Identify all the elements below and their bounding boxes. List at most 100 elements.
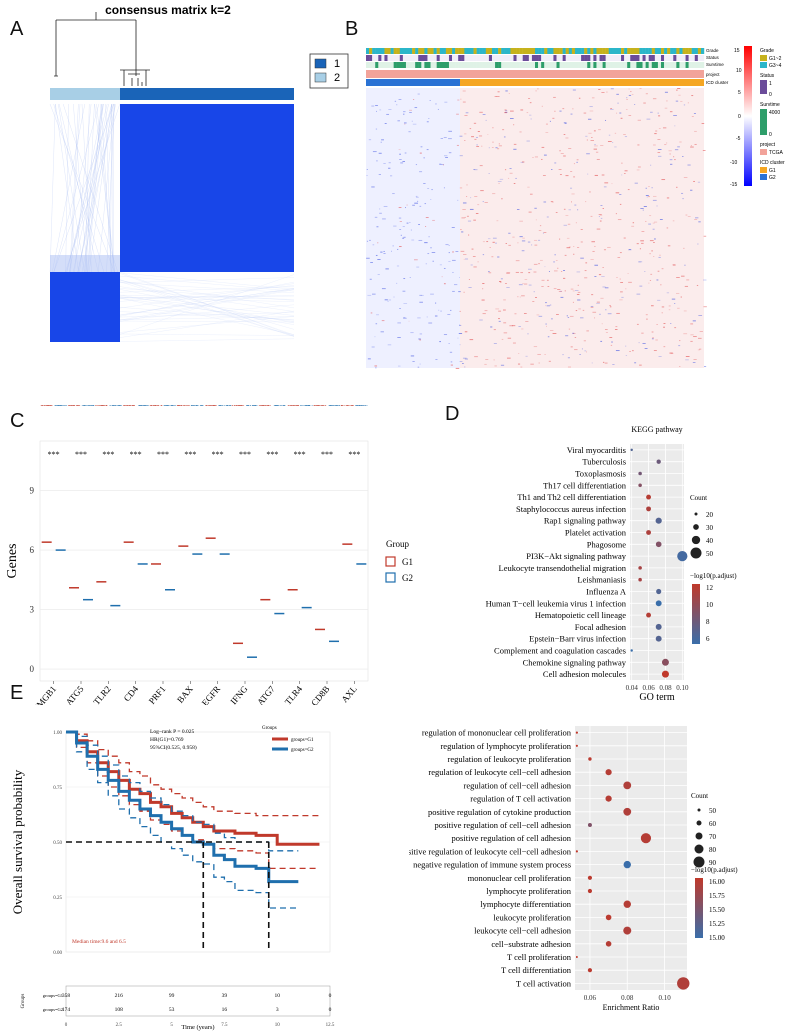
heatmap-cell <box>435 103 437 105</box>
heatmap-cell <box>518 353 520 354</box>
heatmap-cell <box>448 152 452 154</box>
heatmap-cell <box>474 356 478 358</box>
heatmap-cell <box>509 325 514 327</box>
color-legend-title: −log10(p.adjust) <box>691 866 738 874</box>
heatmap-cell <box>553 270 558 272</box>
grade-cell <box>418 48 422 54</box>
heatmap-cell <box>565 215 569 216</box>
heatmap-cell <box>604 119 607 121</box>
heatmap-cell <box>462 363 464 364</box>
heatmap-cell <box>502 129 505 131</box>
heatmap-cell <box>439 341 441 343</box>
survtime-cell <box>473 62 477 68</box>
heatmap-cell <box>647 196 650 198</box>
jitter-point <box>163 405 166 406</box>
jitter-point <box>349 405 351 406</box>
survtime-cell <box>510 62 514 68</box>
status-cell <box>602 55 606 61</box>
jitter-point <box>160 405 163 406</box>
matrix-streak <box>119 286 295 312</box>
jitter-point <box>282 405 285 406</box>
heatmap-cell <box>577 299 581 301</box>
jitter-point <box>141 405 144 406</box>
heatmap-cell <box>534 207 537 209</box>
heatmap-cell <box>691 116 694 117</box>
matrix-streak <box>119 338 295 342</box>
heatmap-cell <box>554 162 557 164</box>
category-label: regulation of leukocyte cell−cell adhesi… <box>428 767 571 777</box>
heatmap-cell <box>526 112 529 114</box>
significance-label: *** <box>212 450 224 459</box>
heatmap-cell <box>527 333 529 335</box>
heatmap-cell <box>576 294 580 295</box>
heatmap-cell <box>681 192 684 194</box>
size-legend-title: Count <box>691 792 708 800</box>
grade-cell <box>541 48 545 54</box>
heatmap-cell <box>417 93 420 95</box>
heatmap-cell <box>546 279 549 281</box>
heatmap-cell <box>457 337 459 339</box>
x-tick-label: 10 <box>275 1023 281 1028</box>
survtime-cell <box>657 62 662 68</box>
heatmap-cell <box>481 145 483 147</box>
color-legend-bar <box>695 878 703 938</box>
heatmap-cell <box>501 338 504 340</box>
heatmap-cell <box>402 237 405 239</box>
heatmap-body <box>366 88 707 369</box>
heatmap-cell <box>544 354 546 355</box>
heatmap-cell <box>392 193 395 195</box>
heatmap-cell <box>609 305 611 306</box>
heatmap-cell <box>471 136 475 138</box>
jitter-point <box>46 405 49 406</box>
jitter-point <box>308 405 310 406</box>
matrix-streak <box>119 295 295 298</box>
heatmap-cell <box>535 219 537 221</box>
enrichment-dot <box>655 600 662 607</box>
heatmap-cell <box>464 366 466 368</box>
heatmap-cell <box>541 279 545 281</box>
color-legend-label: 8 <box>706 618 710 626</box>
heatmap-cell <box>379 212 382 214</box>
survtime-cell <box>538 62 542 68</box>
x-tick-label: 2.5 <box>116 1023 123 1028</box>
survtime-cell <box>522 62 526 68</box>
heatmap-cell <box>600 205 603 207</box>
grade-cell <box>528 48 533 54</box>
status-cell <box>491 55 496 61</box>
heatmap-cell <box>428 118 430 119</box>
status-cell <box>485 55 490 61</box>
jitter-point <box>362 405 364 406</box>
heatmap-cell <box>528 98 531 99</box>
heatmap-cell <box>403 236 406 238</box>
grade-cell <box>611 48 616 54</box>
color-legend-label: 15.50 <box>709 906 725 914</box>
heatmap-cell <box>529 193 533 195</box>
heatmap-cell <box>408 320 410 322</box>
matrix-legend: 1 2 <box>309 53 349 89</box>
survtime-cell <box>654 62 659 68</box>
heatmap-cell <box>572 333 576 334</box>
matrix-streak <box>119 272 295 290</box>
heatmap-cell <box>508 232 511 234</box>
project-legend-item: TCGA <box>769 150 784 156</box>
category-label: T cell differentiation <box>501 965 572 975</box>
survtime-cell <box>405 62 410 68</box>
heatmap-cell <box>604 362 608 364</box>
heatmap-cell <box>654 133 657 135</box>
survtime-cell <box>599 62 603 68</box>
heatmap-cell <box>572 108 574 110</box>
heatmap-cell <box>458 333 463 334</box>
heatmap-cell <box>489 247 491 248</box>
grade-cell <box>375 48 379 54</box>
jitter-point <box>295 405 297 406</box>
heatmap-cell <box>572 290 575 292</box>
heatmap-cell <box>463 254 467 255</box>
heatmap-cell <box>509 172 513 174</box>
heatmap-cell <box>567 366 572 368</box>
panel-label-d: D <box>445 403 460 425</box>
size-legend-title: Count <box>690 494 707 502</box>
status-cell <box>375 55 379 61</box>
matrix-streak <box>119 275 295 292</box>
heatmap-cell <box>516 296 519 298</box>
survtime-cell <box>688 62 692 68</box>
